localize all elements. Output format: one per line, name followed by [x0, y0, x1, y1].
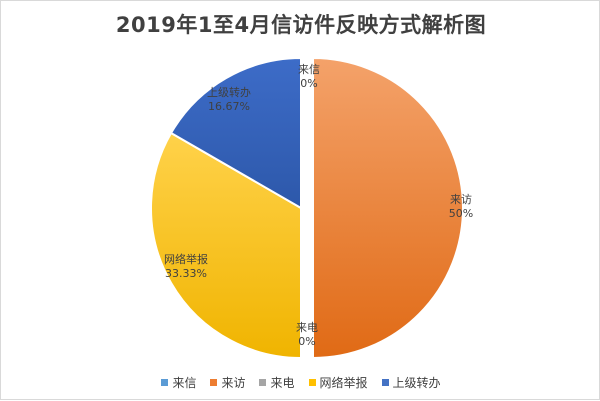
data-label-letter: 来信 0% [298, 63, 320, 90]
pie-slice-visit[interactable] [312, 56, 464, 360]
legend-swatch [308, 379, 316, 386]
legend: 来信 来访 来电 网络举报 上级转办 [1, 374, 600, 391]
legend-item-letter[interactable]: 来信 [161, 374, 196, 391]
legend-item-phone[interactable]: 来电 [259, 374, 295, 391]
pie-slice-referral[interactable] [169, 56, 302, 210]
data-label-online-report: 网络举报 33.33% [164, 252, 208, 280]
data-label-visit: 来访 50% [449, 193, 473, 220]
legend-label: 上级转办 [392, 376, 441, 390]
legend-label: 来信 [172, 376, 197, 390]
legend-swatch [259, 379, 267, 386]
legend-label: 网络举报 [319, 376, 368, 390]
data-label-referral: 上级转办 16.67% [207, 85, 251, 113]
legend-swatch [210, 379, 218, 386]
pie-slice-online-report[interactable] [150, 131, 302, 360]
legend-item-visit[interactable]: 来访 [210, 374, 245, 391]
legend-swatch [161, 379, 169, 386]
legend-item-referral[interactable]: 上级转办 [381, 374, 441, 391]
chart-title: 2019年1至4月信访件反映方式解析图 [115, 13, 487, 37]
data-label-phone: 来电 0% [296, 321, 318, 348]
legend-label: 来访 [221, 376, 246, 390]
legend-swatch [381, 379, 389, 386]
legend-item-online-report[interactable]: 网络举报 [308, 374, 368, 391]
legend-label: 来电 [270, 376, 295, 390]
